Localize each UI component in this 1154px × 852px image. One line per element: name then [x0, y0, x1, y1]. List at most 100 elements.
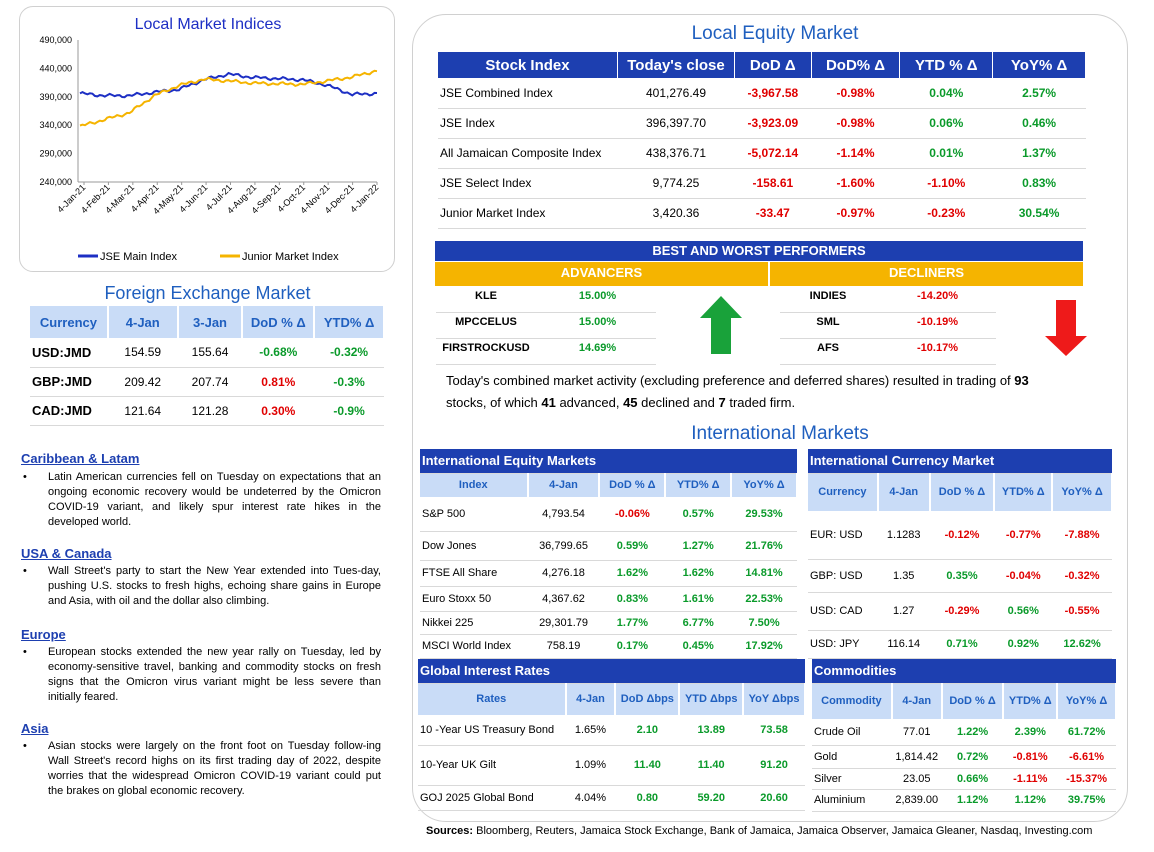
equity-cell: 1.62% [665, 560, 732, 587]
equity-header-cell: YoY% Δ [731, 473, 798, 497]
summary-text-4: declined and [637, 395, 719, 410]
equity-cell: 36,799.65 [527, 531, 600, 561]
intl-currency-table: International Currency Market Currency 4-J… [808, 449, 1113, 659]
currency-cell: 0.35% [929, 559, 995, 593]
commodities-cell: Crude Oil [812, 719, 892, 746]
summary-text-2: stocks, of which [446, 395, 542, 410]
commodities-cell: 2.39% [1003, 719, 1058, 746]
rates-header-cell: YTD Δbps [679, 683, 745, 715]
equity-cell: 1.77% [599, 611, 666, 635]
equity-header-cell: DoD% Δ [811, 52, 901, 78]
rates-cell: 11.40 [615, 745, 680, 786]
fx-cell: -0.3% [314, 367, 384, 397]
commodities-cell: 39.75% [1057, 789, 1116, 812]
commodities-header-cell: Commodity [812, 683, 893, 719]
news-heading[interactable]: USA & Canada [21, 546, 112, 561]
equity-cell: 17.92% [731, 634, 797, 659]
currency-cell: -0.32% [1052, 559, 1112, 593]
equity-cell: 0.83% [992, 168, 1086, 199]
bullet-icon: • [23, 646, 27, 658]
news-heading[interactable]: Caribbean & Latam [21, 451, 140, 466]
rates-cell: 10-Year UK Gilt [418, 745, 566, 786]
fx-cell: 209.42 [107, 367, 178, 397]
commodities-title: Commodities [812, 659, 1116, 684]
equity-cell: -0.98% [811, 108, 900, 139]
fx-row: GBP:JMD 209.42 207.74 0.81% -0.3% [30, 367, 384, 397]
equity-cell: -0.23% [899, 198, 993, 229]
commodities-header-cell: YoY% Δ [1057, 683, 1117, 719]
commodities-cell: Gold [812, 745, 892, 769]
currency-cell: -0.04% [994, 559, 1053, 593]
commodities-row: Aluminium 2,839.00 1.12% 1.12% 39.75% [812, 789, 1116, 812]
currency-header-cell: YTD% Δ [994, 473, 1054, 511]
currency-cell: GBP: USD [808, 559, 878, 593]
currency-title: International Currency Market [808, 449, 1112, 474]
advancer-name: KLE [475, 290, 497, 302]
commodities-table: Commodities Commodity 4-Jan DoD % Δ YTD% Δ Yo… [812, 659, 1117, 812]
fx-header-cell: DoD % Δ [242, 306, 316, 338]
decliner-value: -10.19% [917, 316, 958, 328]
fx-table: Currency 4-Jan 3-Jan DoD % Δ YTD% Δ USD:JMD 1… [30, 306, 385, 426]
currency-cell: 0.56% [994, 592, 1053, 631]
commodities-row: Crude Oil 77.01 1.22% 2.39% 61.72% [812, 719, 1116, 746]
bullet-icon: • [23, 740, 27, 752]
equity-cell: 1.27% [665, 531, 732, 561]
currency-cell: EUR: USD [808, 511, 878, 560]
rates-cell: 10 -Year US Treasury Bond [418, 715, 566, 746]
fx-cell: GBP:JMD [30, 367, 108, 397]
advancer-value: 15.00% [578, 316, 617, 328]
sources-line: Sources: Bloomberg, Reuters, Jamaica Sto… [426, 825, 1146, 837]
fx-cell: CAD:JMD [30, 396, 108, 426]
summary-text-1: Today's combined market activity (exclud… [446, 373, 1015, 388]
commodities-cell: 1.12% [941, 789, 1004, 812]
currency-cell: -7.88% [1052, 511, 1112, 560]
commodities-cell: 23.05 [891, 768, 942, 790]
sources-text: Bloomberg, Reuters, Jamaica Stock Exchan… [473, 825, 1093, 837]
news-heading[interactable]: Asia [21, 721, 49, 736]
advancer-value: 15.00% [578, 290, 617, 302]
equity-cell: 0.45% [665, 634, 732, 659]
commodities-cell: 0.72% [941, 745, 1004, 769]
equity-cell: 3,420.36 [617, 198, 735, 229]
equity-cell: 30.54% [992, 198, 1086, 229]
news-body: • European stocks extended the new year r… [21, 645, 381, 705]
decliners-header: DECLINERS [770, 262, 1083, 286]
equity-header-row: Index 4-Jan DoD % Δ YTD% Δ YoY% Δ [420, 473, 798, 497]
equity-cell: -0.06% [599, 497, 666, 532]
equity-row: Dow Jones 36,799.65 0.59% 1.27% 21.76% [420, 531, 797, 561]
rates-header-cell: DoD Δbps [615, 683, 681, 715]
equity-cell: 22.53% [731, 586, 797, 612]
summary-firm: 7 [718, 395, 726, 410]
news-body: • Asian stocks were largely on the front … [21, 739, 381, 799]
fx-cell: -0.68% [242, 338, 315, 368]
down-arrow-icon [1045, 300, 1087, 356]
equity-row: FTSE All Share 4,276.18 1.62% 1.62% 14.81% [420, 560, 797, 587]
summary-advanced: 41 [541, 395, 556, 410]
equity-cell: -3,923.09 [734, 108, 812, 139]
advancer-name: FIRSTROCKUSD [442, 342, 530, 354]
equity-cell: Dow Jones [420, 531, 528, 561]
equity-row: JSE Select Index 9,774.25 -158.61 -1.60% -1.… [438, 168, 1086, 199]
equity-cell: 0.04% [899, 78, 993, 109]
commodities-header-row: Commodity 4-Jan DoD % Δ YTD% Δ YoY% Δ [812, 683, 1117, 719]
series-line-junior [79, 69, 378, 127]
news-text: Wall Street's party to start the New Yea… [48, 565, 381, 607]
news-heading[interactable]: Europe [21, 627, 66, 642]
fx-cell: 121.28 [177, 396, 243, 426]
rates-cell: 20.60 [743, 785, 805, 811]
commodities-cell: -6.61% [1057, 745, 1116, 769]
market-summary: Today's combined market activity (exclud… [446, 370, 1066, 414]
equity-cell: Nikkei 225 [420, 611, 528, 635]
equity-row: JSE Index 396,397.70 -3,923.09 -0.98% 0.06% 0… [438, 108, 1086, 139]
currency-header-cell: DoD % Δ [929, 473, 996, 511]
rates-title: Global Interest Rates [418, 659, 805, 684]
equity-cell: -0.97% [811, 198, 900, 229]
commodities-cell: 77.01 [891, 719, 942, 746]
rates-header-row: Rates 4-Jan DoD Δbps YTD Δbps YoY Δbps [418, 683, 806, 715]
equity-cell: 6.77% [665, 611, 732, 635]
series-line-jse-main [79, 71, 378, 99]
equity-cell: -3,967.58 [734, 78, 812, 109]
up-arrow-icon [700, 296, 742, 354]
equity-cell: MSCI World Index [420, 634, 528, 659]
equity-cell: 758.19 [527, 634, 600, 659]
